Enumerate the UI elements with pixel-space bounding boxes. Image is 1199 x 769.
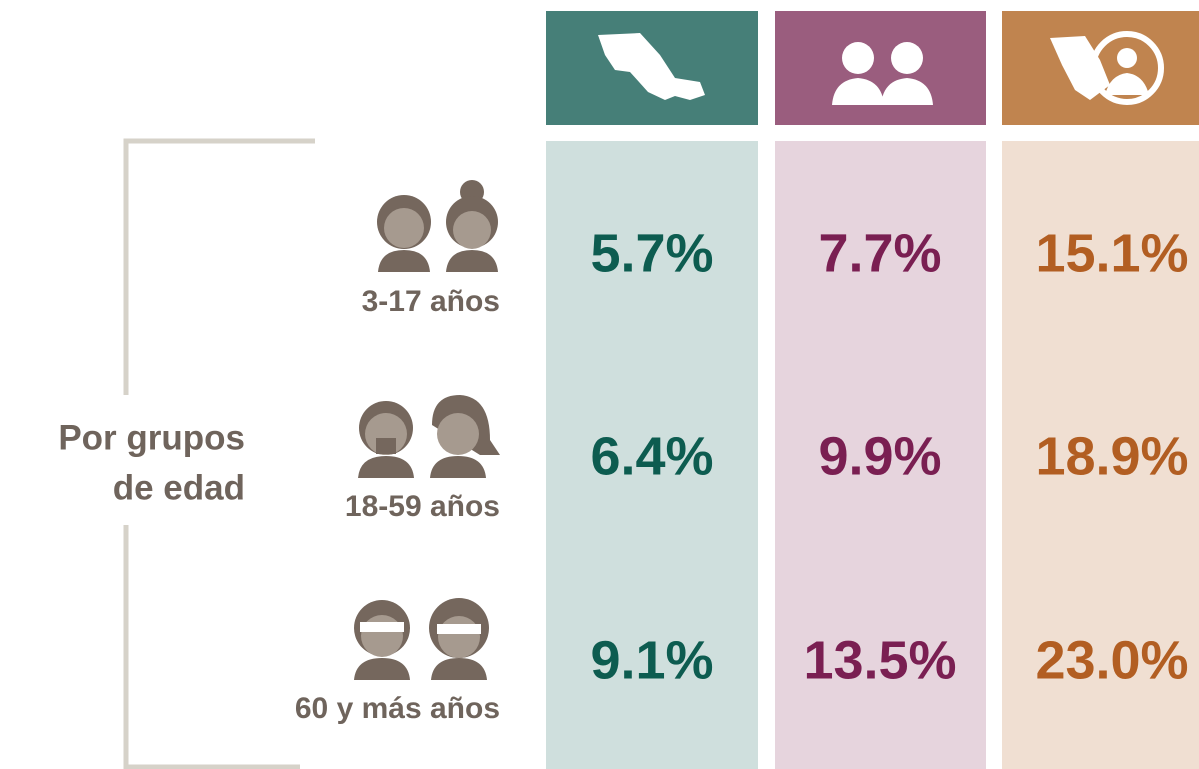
column-indigenous [1002,141,1199,769]
row-label: 3-17 años [362,285,500,318]
row-label: 18-59 años [345,490,500,523]
group-label: Por grupos [58,418,245,457]
icon-adults [358,395,500,478]
cell-value: 6.4% [590,426,713,486]
icon-indigenous [1050,31,1164,105]
icon-elderly [354,598,489,680]
cell-value: 7.7% [818,223,941,283]
group-label: de edad [113,468,245,507]
icon-people [832,42,933,105]
column-people [775,141,986,769]
cell-value: 5.7% [590,223,713,283]
bracket [123,138,315,769]
cell-value: 18.9% [1035,426,1188,486]
cell-value: 9.1% [590,630,713,690]
icon-mexico [598,33,705,100]
cell-value: 9.9% [818,426,941,486]
cell-value: 13.5% [803,630,956,690]
icon-children [377,180,498,272]
column-national [546,141,758,769]
cell-value: 23.0% [1035,630,1188,690]
header-people [775,11,986,125]
cell-value: 15.1% [1035,223,1188,283]
row-label: 60 y más años [295,692,500,725]
